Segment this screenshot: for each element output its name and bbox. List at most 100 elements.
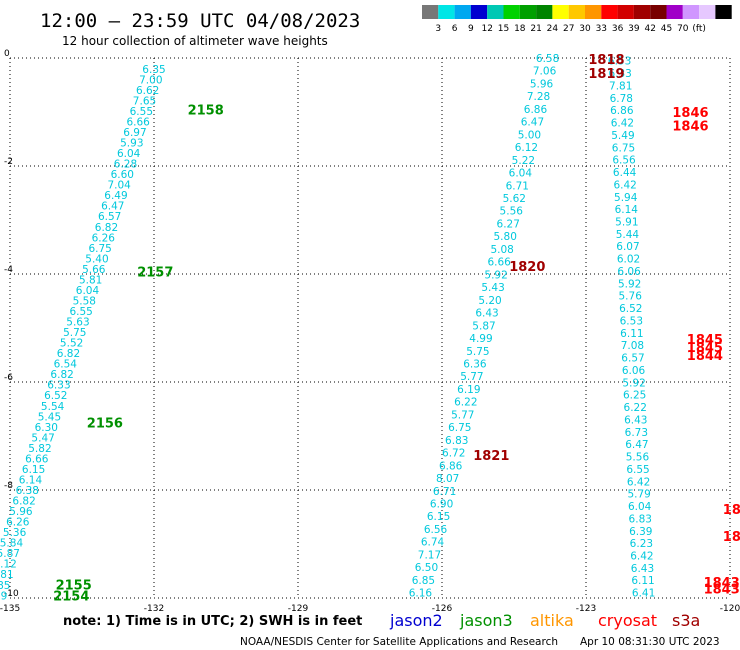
swh-value: 5.66 xyxy=(82,264,106,276)
swh-value: 6.75 xyxy=(612,142,635,154)
footer-note: note: 1) Time is in UTC; 2) SWH is in fe… xyxy=(63,614,362,629)
swh-value: 5.79 xyxy=(627,489,650,501)
legend-label: 39 xyxy=(628,24,640,34)
legend-swatch xyxy=(470,5,488,19)
pass-time-label: 1843 xyxy=(704,576,740,591)
swh-value: 7.08 xyxy=(621,340,644,352)
swh-value: 6.58 xyxy=(536,53,559,65)
y-tick-label: -10 xyxy=(4,589,19,599)
legend-label: 33 xyxy=(596,24,607,34)
swh-value: 7.04 xyxy=(107,180,131,192)
satellite-name: jason3 xyxy=(459,611,513,630)
swh-value: 6.42 xyxy=(613,179,636,191)
swh-value: 5.49 xyxy=(611,130,634,142)
swh-value: 6.33 xyxy=(47,380,70,392)
swh-value: 7.06 xyxy=(533,66,557,78)
swh-value: 6.36 xyxy=(463,358,487,370)
swh-value: 6.43 xyxy=(624,414,647,426)
swh-value: 6.27 xyxy=(497,218,520,230)
swh-value: 5.22 xyxy=(512,155,535,167)
swh-value: 6.22 xyxy=(454,397,477,409)
swh-value: 5.20 xyxy=(478,295,501,307)
swh-value: 5.92 xyxy=(484,269,507,281)
swh-value: 6.47 xyxy=(101,201,124,213)
swh-value: 6.53 xyxy=(608,56,631,68)
swh-value: 6.28 xyxy=(114,159,137,171)
swh-value: 6.75 xyxy=(448,422,471,434)
legend-label: 15 xyxy=(498,24,509,34)
legend-swatch xyxy=(601,5,618,19)
swh-value: 6.26 xyxy=(6,517,30,529)
pass-time-label: 2156 xyxy=(87,417,123,432)
legend-swatch xyxy=(715,5,732,19)
pass-time-label: 1844 xyxy=(723,503,740,518)
legend-label: 12 xyxy=(481,24,492,34)
swh-value: 6.97 xyxy=(123,127,146,139)
swh-value: 5.93 xyxy=(120,138,143,150)
swh-value: 6.16 xyxy=(409,588,433,600)
legend-swatch xyxy=(536,5,553,19)
pass-time-label: 1819 xyxy=(588,67,624,82)
swh-value: 5.96 xyxy=(530,78,554,90)
satellite-name: jason2 xyxy=(389,611,443,630)
swh-value: 6.04 xyxy=(628,501,652,513)
swh-value: 6.06 xyxy=(617,266,641,278)
swh-value: 7.65 xyxy=(133,95,156,107)
legend-swatch xyxy=(617,5,634,19)
swh-value: 6.41 xyxy=(632,588,655,600)
swh-value: 6.57 xyxy=(621,353,644,365)
legend-swatch xyxy=(650,5,667,19)
swh-value: 6.82 xyxy=(57,348,80,360)
satellite-name: s3a xyxy=(672,611,700,630)
swh-value: 8.07 xyxy=(436,473,459,485)
swh-value: 4.99 xyxy=(469,333,492,345)
swh-value: 6.07 xyxy=(616,241,639,253)
swh-value: 5.52 xyxy=(60,338,83,350)
swh-value: 5.92 xyxy=(618,278,641,290)
pass-time-label: 2157 xyxy=(137,265,173,280)
pass-time-label: 1820 xyxy=(509,260,545,275)
swh-value: 7.00 xyxy=(139,74,162,86)
swh-value: 6.55 xyxy=(130,106,153,118)
swh-value: 6.78 xyxy=(610,93,633,105)
swh-value: 5.54 xyxy=(41,401,65,413)
pass-time-label: 1844 xyxy=(723,530,740,545)
swh-value: 5.56 xyxy=(626,452,650,464)
swh-value: 6.72 xyxy=(442,448,465,460)
swh-value: 5.96 xyxy=(9,506,33,518)
pass-time-label: 1821 xyxy=(473,449,509,464)
swh-value: 6.52 xyxy=(619,303,642,315)
y-tick-label: -2 xyxy=(4,157,13,167)
swh-value: 6.86 xyxy=(610,105,634,117)
swh-value: 6.66 xyxy=(487,257,511,269)
footer-timestamp: Apr 10 08:31:30 UTC 2023 xyxy=(580,636,720,648)
legend-label: 21 xyxy=(530,24,541,34)
y-tick-label: 0 xyxy=(4,49,10,59)
swh-value: 5.62 xyxy=(503,193,526,205)
swh-value: 6.82 xyxy=(12,496,35,508)
legend-label: 9 xyxy=(468,24,474,34)
swh-value: 5.84 xyxy=(0,538,23,550)
legend-label: 18 xyxy=(514,24,526,34)
swh-value: 5.43 xyxy=(481,282,504,294)
swh-value: 6.38 xyxy=(16,485,39,497)
swh-value: 6.83 xyxy=(629,513,652,525)
swh-value: 6.86 xyxy=(439,460,463,472)
swh-value: 5.94 xyxy=(614,192,638,204)
swh-value: 4.85 xyxy=(0,580,10,592)
legend-swatch xyxy=(519,5,537,19)
legend-swatch xyxy=(552,5,569,19)
legend-swatch xyxy=(454,5,471,19)
swh-value: 5.80 xyxy=(494,231,517,243)
swh-value: 5.92 xyxy=(622,377,645,389)
swh-value: 5.12 xyxy=(0,559,17,571)
legend-swatch xyxy=(633,5,651,19)
swh-value: 5.40 xyxy=(85,253,108,265)
swh-value: 6.47 xyxy=(625,439,648,451)
x-tick-label: -120 xyxy=(720,604,740,614)
pass-time-label: 2158 xyxy=(188,103,224,118)
legend-swatch xyxy=(503,5,520,19)
x-tick-label: -123 xyxy=(576,604,596,614)
swh-value: 5.00 xyxy=(518,129,541,141)
